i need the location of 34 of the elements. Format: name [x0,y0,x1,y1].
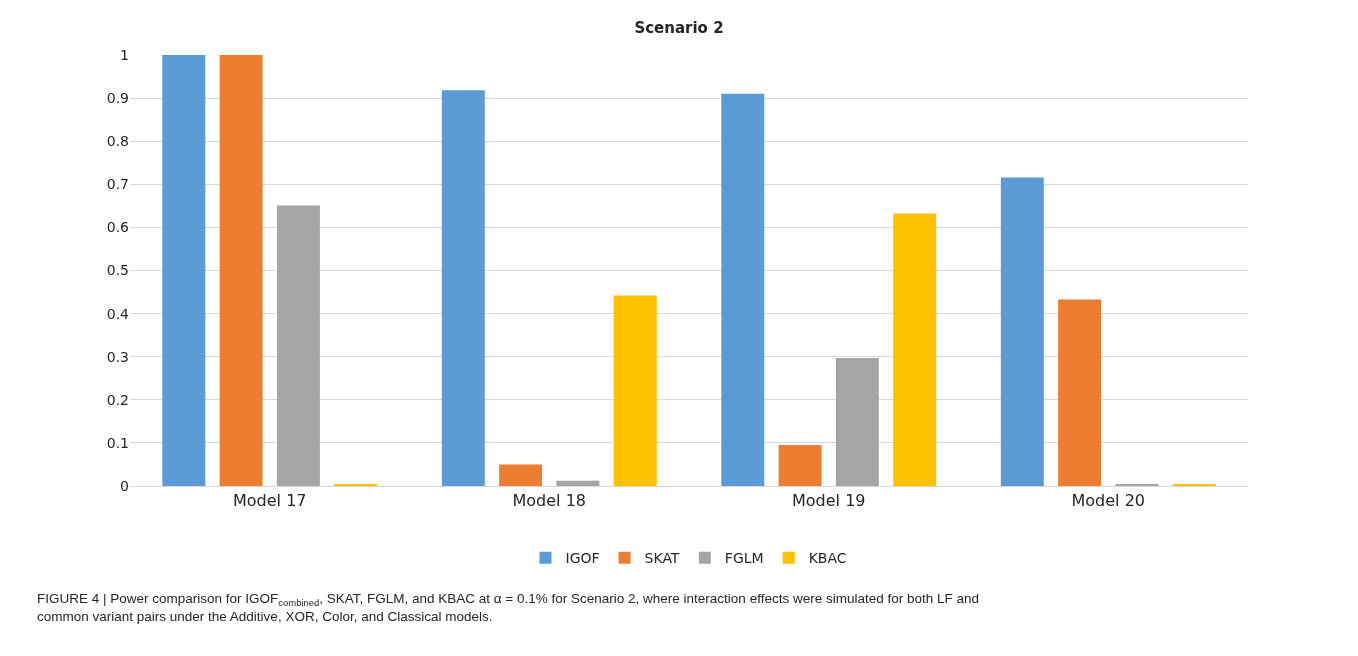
legend-label: KBAC [808,550,847,567]
caption: FIGURE 4 | Power comparison for IGOF$_{combined}$, SKAT, FGLM, and KBAC at α = 0.1% for Scenario 2, where interaction effects were simulated for both LF and common variant pairs under the Additive, XOR, Color, and Classical models. [37,591,980,624]
x-tick-label: Model 17 [233,491,307,511]
bar [556,480,600,486]
bar [1058,299,1102,486]
y-tick-label: 0.2 [106,391,129,408]
y-tick-label: 0.6 [106,219,130,236]
y-tick-label: 0.9 [106,90,129,106]
bar [499,464,543,486]
bar [1000,177,1044,486]
bar [276,205,320,486]
bar [721,93,765,486]
chart-title: Scenario 2 [634,19,724,38]
y-tick-label: 0.3 [106,348,129,365]
bar [162,55,206,486]
bar [219,55,263,486]
bar [893,213,937,486]
bar [613,295,657,486]
legend-label: FGLM [724,550,764,567]
y-tick-label: 0.8 [106,133,129,150]
x-tick-label: Model 19 [792,491,866,511]
y-tick-label: 0.5 [106,262,129,279]
x-tick-label: Model 18 [512,491,586,511]
legend-label: SKAT [644,550,680,567]
bar [835,357,879,486]
y-tick-label: 0.1 [106,434,129,451]
y-tick-label: 1 [120,46,129,63]
y-tick-label: 0.7 [106,176,129,193]
bar [778,445,822,486]
legend-label: IGOF [565,550,600,567]
bar [441,90,485,486]
y-tick-label: 0.4 [106,305,130,322]
y-tick-label: 0 [120,477,129,494]
x-tick-label: Model 20 [1071,491,1145,511]
